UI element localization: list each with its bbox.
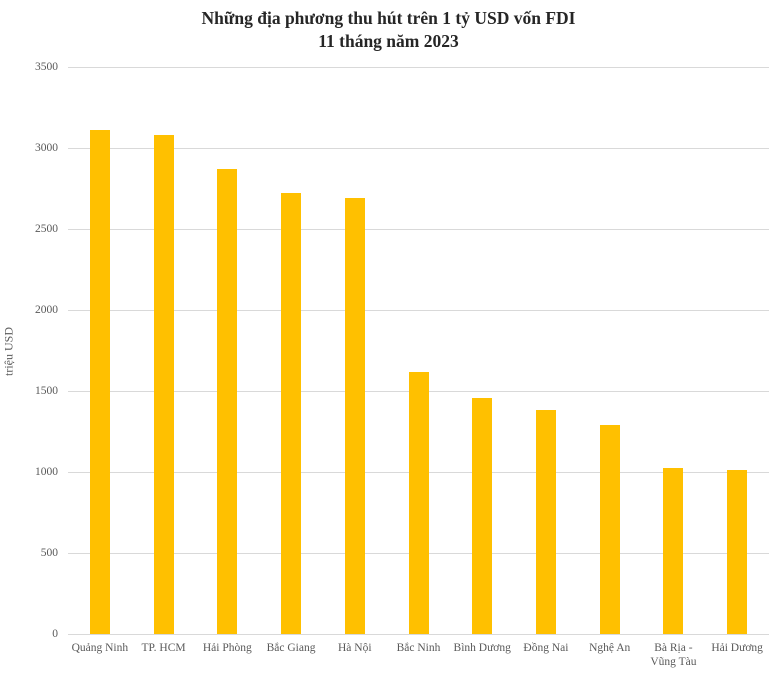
chart-title: Những địa phương thu hút trên 1 tỷ USD v…: [0, 7, 777, 53]
bar-0-quang-ninh: [89, 130, 110, 634]
x-tick-label-0: Quảng Ninh: [71, 642, 129, 654]
bar-1-tp-hcm: [153, 135, 174, 634]
bar-2-hai-phong: [217, 169, 238, 634]
chart-title-line1: Những địa phương thu hút trên 1 tỷ USD v…: [201, 8, 576, 28]
x-tick-label-2: Hải Phòng: [202, 642, 252, 654]
gridline-y-0: [68, 633, 769, 635]
bar-7--ong-nai: [535, 409, 556, 634]
x-tick-label-7: Đồng Nai: [523, 642, 569, 654]
x-tick-label-9: Bà Rịa - Vũng Tàu: [650, 642, 697, 668]
bar-5-bac-ninh: [408, 372, 429, 634]
x-tick-label-6: Bình Dương: [453, 642, 511, 654]
y-tick-label-2000: 2000: [35, 304, 58, 316]
bar-10-hai-duong: [727, 469, 748, 634]
bar-6-binh-duong: [472, 398, 493, 634]
bar-8-nghe-an: [599, 425, 620, 634]
gridline-y-2500: [68, 228, 769, 230]
x-tick-label-1: TP. HCM: [141, 642, 186, 654]
gridline-y-3500: [68, 66, 769, 68]
y-tick-label-2500: 2500: [35, 223, 58, 235]
gridline-y-2000: [68, 309, 769, 311]
x-tick-label-3: Bắc Giang: [266, 642, 316, 654]
x-tick-label-4: Hà Nội: [337, 642, 372, 654]
y-tick-label-1500: 1500: [35, 385, 58, 397]
y-tick-label-3000: 3000: [35, 142, 58, 154]
x-axis-tick-labels: Quảng Ninh TP. HCM Hải Phòng Bắc Giang Hà Nộ…: [68, 641, 769, 675]
y-axis-tick-labels: 0 500 1000 1500 2000 2500 3000 3500: [0, 0, 60, 678]
plot-area: [68, 66, 769, 635]
x-tick-label-8: Nghệ An: [589, 642, 631, 654]
y-tick-label-0: 0: [52, 628, 58, 640]
y-tick-label-1000: 1000: [35, 466, 58, 478]
bar-4-ha-noi: [344, 198, 365, 634]
y-tick-label-500: 500: [40, 547, 58, 559]
bar-9-ba-ria-vung-tau: [663, 467, 684, 634]
gridline-y-3000: [68, 147, 769, 149]
y-tick-label-3500: 3500: [35, 61, 58, 73]
x-tick-label-10: Hải Dương: [711, 642, 763, 654]
chart-title-line2: 11 tháng năm 2023: [318, 31, 459, 51]
x-tick-label-5: Bắc Ninh: [396, 642, 441, 654]
bar-3-bac-giang: [281, 193, 302, 634]
